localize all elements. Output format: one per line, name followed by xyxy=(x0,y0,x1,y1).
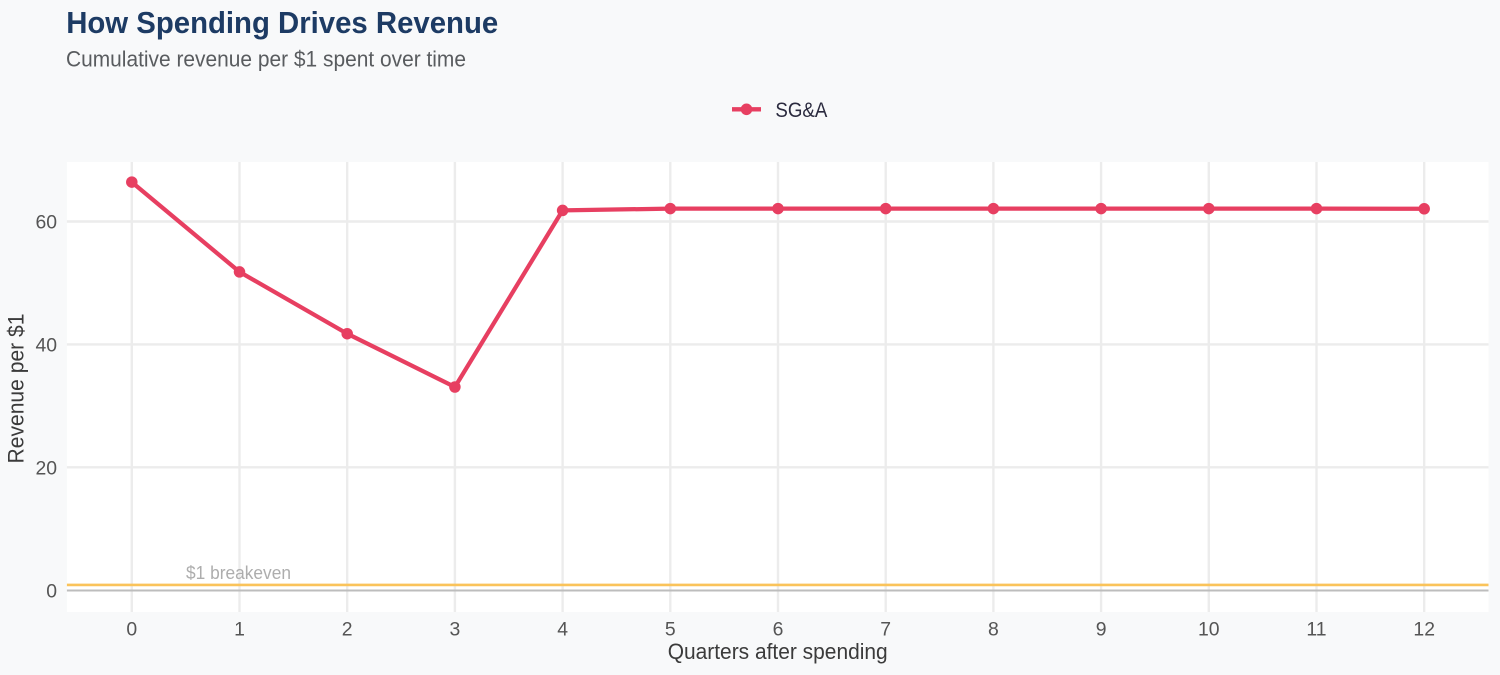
svg-text:$1 breakeven: $1 breakeven xyxy=(186,563,291,583)
svg-text:4: 4 xyxy=(557,619,568,641)
svg-text:5: 5 xyxy=(665,619,676,641)
svg-text:40: 40 xyxy=(36,335,58,357)
svg-text:3: 3 xyxy=(450,619,461,641)
svg-text:10: 10 xyxy=(1198,619,1220,641)
svg-text:1: 1 xyxy=(234,619,245,641)
svg-text:20: 20 xyxy=(36,458,58,480)
svg-text:8: 8 xyxy=(988,619,999,641)
svg-text:0: 0 xyxy=(126,619,137,641)
svg-text:How Spending Drives Revenue: How Spending Drives Revenue xyxy=(66,5,498,40)
svg-text:11: 11 xyxy=(1306,619,1326,641)
svg-text:Quarters after spending: Quarters after spending xyxy=(668,639,888,664)
svg-text:SG&A: SG&A xyxy=(775,99,827,122)
svg-text:12: 12 xyxy=(1413,619,1435,641)
svg-text:0: 0 xyxy=(46,580,57,602)
svg-text:6: 6 xyxy=(773,619,784,641)
svg-text:60: 60 xyxy=(36,212,58,234)
svg-text:Cumulative revenue per $1 spen: Cumulative revenue per $1 spent over tim… xyxy=(66,46,466,71)
svg-text:Revenue per $1: Revenue per $1 xyxy=(4,314,29,464)
svg-text:2: 2 xyxy=(342,619,353,641)
svg-text:7: 7 xyxy=(880,619,891,641)
svg-text:9: 9 xyxy=(1096,619,1107,641)
